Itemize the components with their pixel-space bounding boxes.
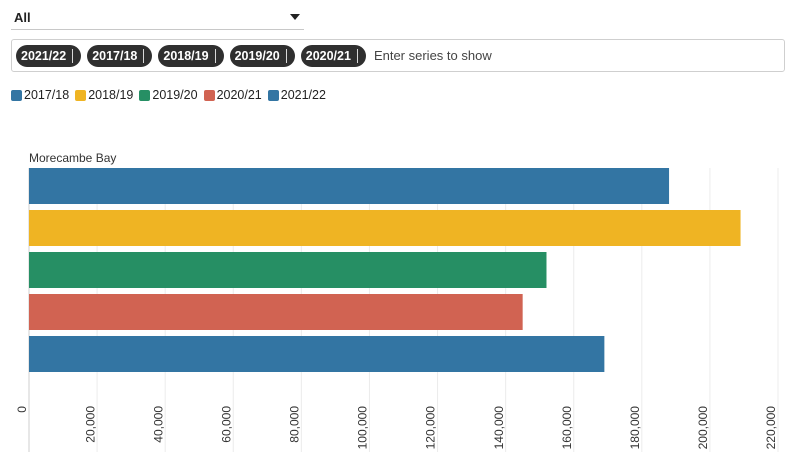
x-axis-ticks: 0 20,000 40,000 60,000 80,000 100,000 120,000 1… bbox=[15, 406, 778, 450]
x-tick-label: 200,000 bbox=[696, 406, 710, 450]
bar-2018-19[interactable] bbox=[29, 210, 741, 246]
legend-item[interactable]: 2018/19 bbox=[75, 88, 133, 102]
x-tick-label: 220,000 bbox=[764, 406, 778, 450]
bar-2021-22[interactable] bbox=[29, 336, 605, 372]
x-tick-label: 60,000 bbox=[219, 406, 233, 443]
series-selector[interactable]: 2021/22 2017/18 2018/19 2019/20 2020/21 bbox=[11, 39, 785, 72]
filter-dropdown[interactable]: All bbox=[11, 6, 304, 30]
legend-swatch bbox=[11, 89, 22, 101]
x-tick-label: 40,000 bbox=[151, 406, 165, 443]
x-tick-label: 0 bbox=[15, 406, 29, 413]
bar-2019-20[interactable] bbox=[29, 252, 547, 288]
series-chip-label: 2017/18 bbox=[92, 48, 138, 63]
series-chip-label: 2020/21 bbox=[305, 48, 351, 63]
legend-item[interactable]: 2021/22 bbox=[267, 88, 326, 102]
series-chip[interactable]: 2020/21 bbox=[300, 44, 366, 67]
chip-remove-divider[interactable] bbox=[285, 48, 287, 63]
legend-label: 2020/21 bbox=[216, 88, 262, 102]
x-tick-label: 80,000 bbox=[288, 406, 302, 443]
legend-label: 2021/22 bbox=[280, 88, 326, 102]
x-tick-label: 180,000 bbox=[628, 406, 642, 450]
chip-remove-divider[interactable] bbox=[356, 48, 358, 63]
series-chip[interactable]: 2017/18 bbox=[87, 44, 153, 67]
legend-label: 2018/19 bbox=[88, 88, 134, 102]
legend-swatch bbox=[267, 89, 279, 101]
series-chip[interactable]: 2021/22 bbox=[16, 44, 82, 67]
x-tick-label: 100,000 bbox=[356, 406, 370, 450]
x-tick-label: 20,000 bbox=[83, 406, 97, 443]
legend-item[interactable]: 2019/20 bbox=[139, 88, 198, 102]
series-chip-label: 2021/22 bbox=[21, 48, 67, 63]
legend-label: 2019/20 bbox=[152, 88, 198, 102]
series-search-input[interactable] bbox=[371, 48, 574, 63]
series-chip-label: 2018/19 bbox=[163, 48, 209, 63]
legend-swatch bbox=[75, 89, 87, 101]
series-chip-label: 2019/20 bbox=[234, 48, 280, 63]
series-chip[interactable]: 2019/20 bbox=[229, 44, 295, 67]
bars bbox=[29, 168, 741, 372]
chip-remove-divider[interactable] bbox=[72, 48, 74, 63]
series-chip-list: 2021/22 2017/18 2018/19 2019/20 2020/21 bbox=[16, 44, 372, 67]
x-tick-label: 160,000 bbox=[560, 406, 574, 450]
filter-selected-value: All bbox=[14, 10, 31, 25]
series-chip[interactable]: 2018/19 bbox=[158, 44, 224, 67]
bar-2020-21[interactable] bbox=[29, 294, 523, 330]
legend-swatch bbox=[139, 89, 151, 101]
legend-item[interactable]: 2017/18 bbox=[11, 88, 69, 102]
legend: 2017/18 2018/19 2019/20 2020/21 2021/22 bbox=[11, 88, 332, 102]
chip-remove-divider[interactable] bbox=[214, 48, 216, 63]
legend-item[interactable]: 2020/21 bbox=[203, 88, 262, 102]
x-tick-label: 120,000 bbox=[424, 406, 438, 450]
chip-remove-divider[interactable] bbox=[143, 48, 145, 63]
legend-swatch bbox=[203, 89, 215, 101]
category-label: Morecambe Bay bbox=[29, 151, 116, 165]
bar-2017-18[interactable] bbox=[29, 168, 670, 204]
chevron-down-icon[interactable] bbox=[290, 14, 300, 20]
legend-label: 2017/18 bbox=[24, 88, 70, 102]
x-tick-label: 140,000 bbox=[492, 406, 506, 450]
